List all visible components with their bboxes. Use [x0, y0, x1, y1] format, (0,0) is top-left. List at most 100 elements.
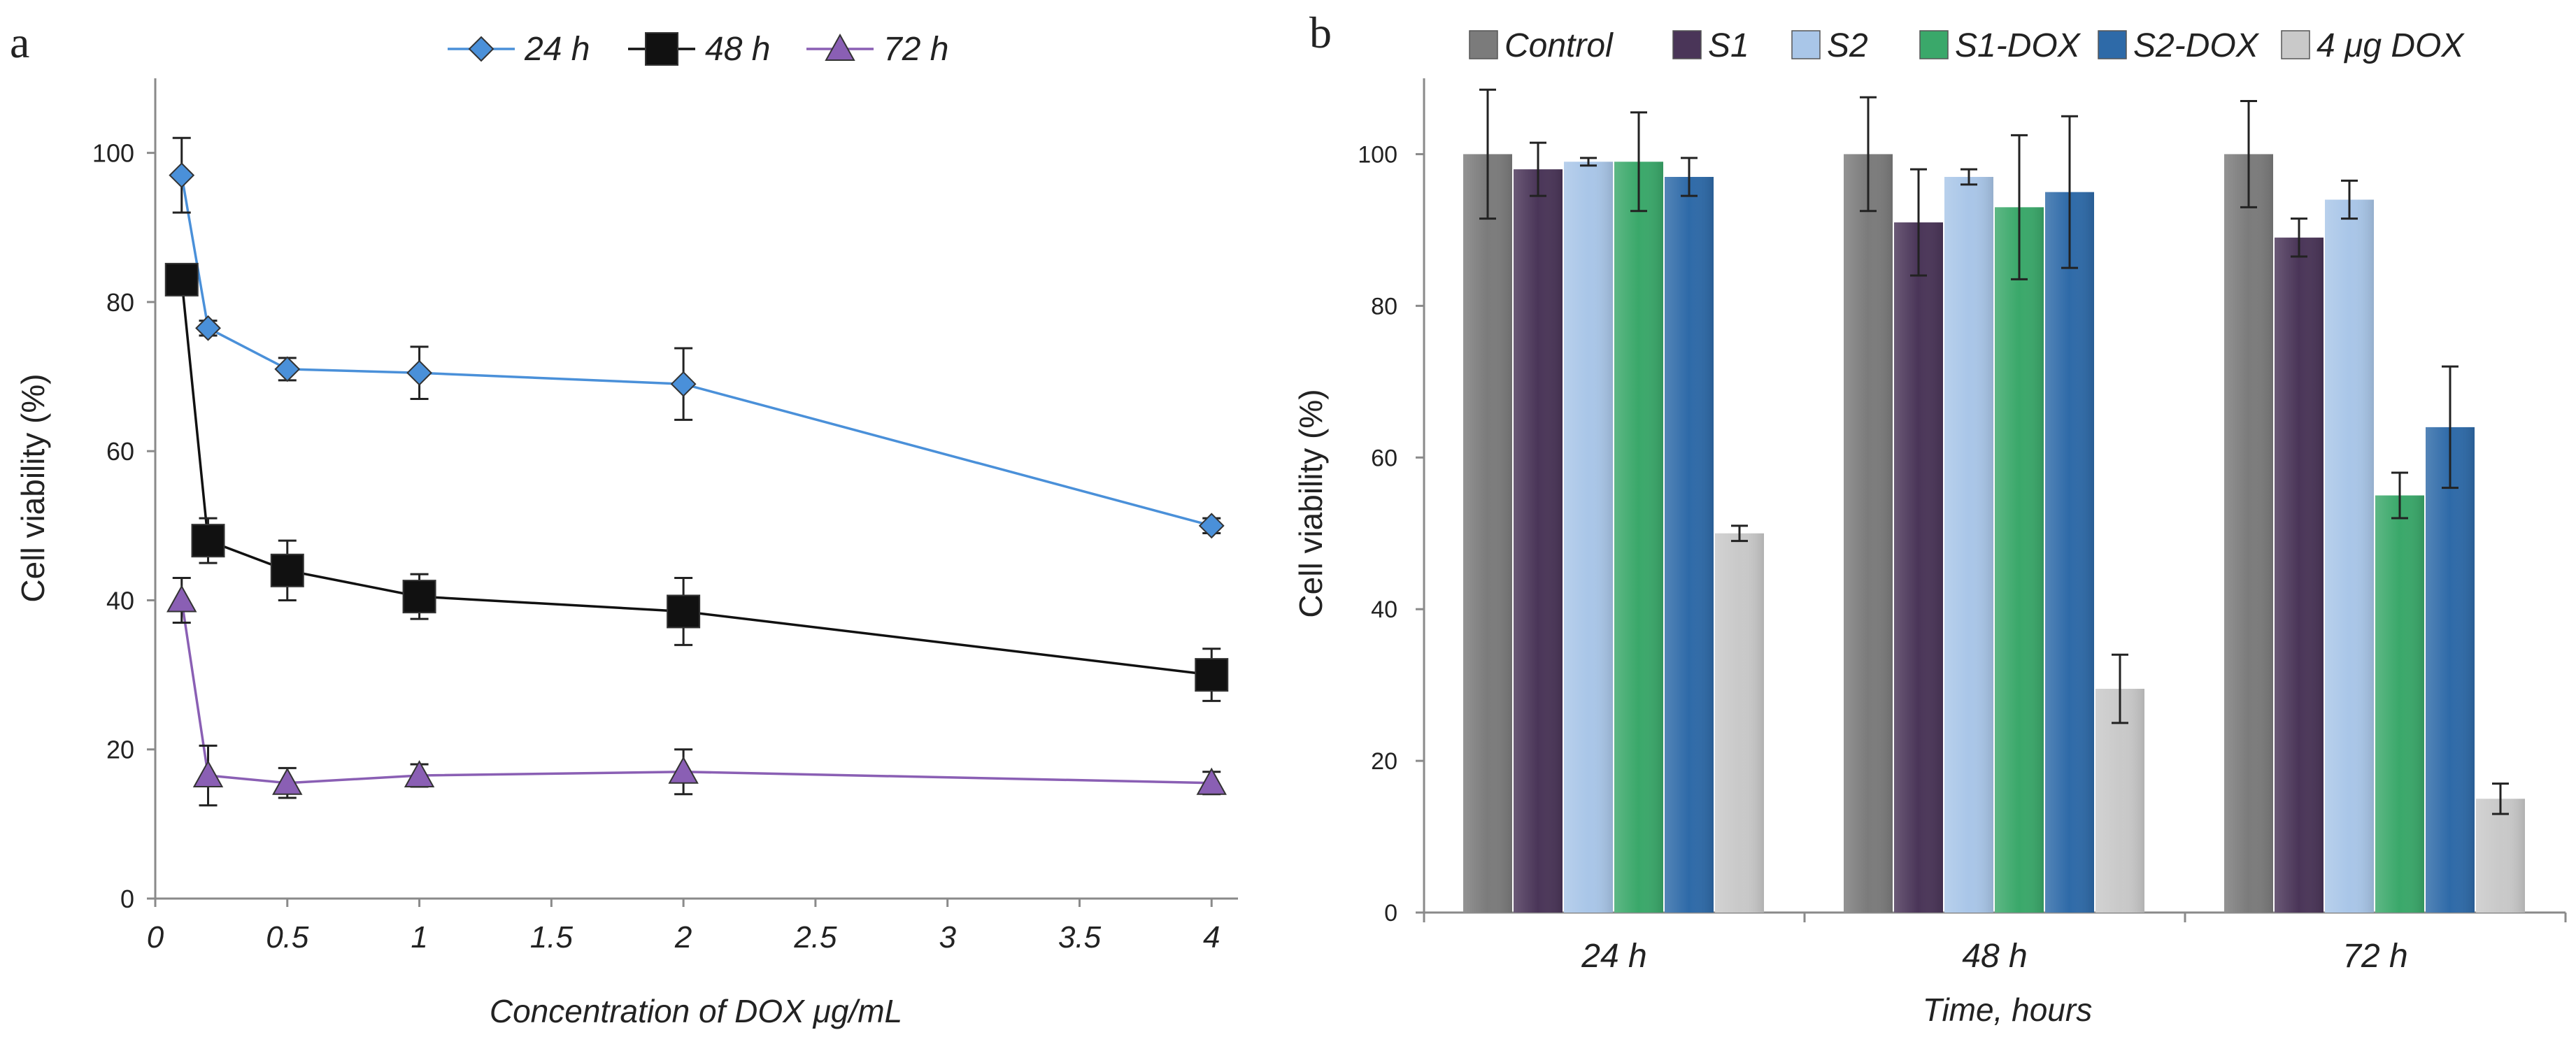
panel-b-error-bar: [2061, 115, 2078, 269]
panel-b-bar-shade: [2275, 237, 2324, 913]
panel-a-legend-entry: 72 h: [806, 31, 948, 68]
panel-b-bar-shade: [1944, 176, 1993, 913]
panel-a-data-point: [274, 356, 301, 382]
panel-a-data-point: [406, 359, 432, 386]
panel-a-data-point: [164, 262, 199, 296]
panel-a-series-line: [180, 175, 1212, 527]
panel-a-data-point: [169, 162, 195, 189]
panel-a-data-point: [191, 524, 225, 558]
panel-b-error-bar: [2391, 471, 2408, 520]
panel-b-category-label: 72 h: [2342, 938, 2407, 975]
panel-b-bar-shade: [1894, 222, 1943, 913]
panel-a-y-tick-label: 0: [120, 885, 134, 913]
panel-b-bar-shade: [1844, 154, 1893, 913]
panel-b-bar-shade: [2095, 689, 2144, 913]
panel-b-error-bar: [1731, 524, 1748, 543]
panel-b-bar-shade: [2426, 427, 2475, 913]
panel-b-bar-chart: b 0 20 40 60 80 100 24 h 48 h 72 h Control S1 S2 S…: [1293, 8, 2567, 1028]
panel-b-bar-group-item: [2095, 653, 2144, 913]
panel-a-legend-entry: 24 h: [448, 31, 590, 68]
panel-a-data-point: [1195, 658, 1229, 692]
panel-a-series-72h: [166, 576, 1227, 807]
panel-b-bar-group-item: [1463, 88, 1512, 913]
panel-b-legend-swatch: [1919, 30, 1949, 59]
panel-a-x-tick-label: 2.5: [793, 920, 837, 954]
panel-a-y-tick-label: 60: [106, 437, 134, 466]
panel-a-legend-entry: 48 h: [628, 31, 770, 68]
panel-b-error-bar: [1479, 88, 1496, 220]
panel-a-y-tick-label: 100: [92, 139, 134, 168]
panel-b-bar-group-item: [1995, 134, 2044, 913]
panel-a-series: [164, 136, 1229, 807]
panel-b-legend-label: Control: [1504, 27, 1614, 64]
panel-b-error-bar: [1910, 168, 1927, 277]
panel-b-error-bar: [2291, 217, 2307, 258]
panel-b-bar-shade: [1614, 162, 1663, 913]
panel-b-bar-group-item: [1514, 141, 1563, 913]
panel-b-y-ticks: 0 20 40 60 80 100: [1358, 141, 1424, 927]
panel-b-legend-swatch: [1672, 30, 1702, 59]
panel-b-y-axis-label: Cell viability (%): [1293, 389, 1329, 617]
panel-b-legend-entry: Control: [1469, 27, 1614, 64]
panel-a-data-point: [1196, 767, 1227, 795]
panel-a-legend-label: 72 h: [883, 31, 948, 68]
panel-a-data-point: [1198, 513, 1225, 539]
panel-b-error-bar: [2442, 365, 2458, 489]
panel-a-legend-label: 24 h: [524, 31, 590, 68]
panel-a-y-tick-label: 20: [106, 736, 134, 764]
panel-b-error-bar: [1630, 111, 1647, 213]
panel-b-bar-group-item: [1665, 157, 1714, 913]
panel-a-x-tick-label: 0: [147, 920, 164, 954]
panel-a-data-point: [272, 767, 303, 795]
panel-b-bar-shade: [1564, 162, 1613, 913]
panel-b-bar-shade: [2224, 154, 2273, 913]
panel-a-x-tick-label: 1: [411, 920, 427, 954]
panel-b-bars: [1463, 88, 2525, 913]
panel-b-legend-entry: S1: [1672, 27, 1749, 64]
panel-a-data-point: [670, 371, 697, 397]
panel-b-legend-entry: S1-DOX: [1919, 27, 2082, 64]
panel-b-legend-swatch: [2098, 30, 2127, 59]
panel-a-legend-label: 48 h: [705, 31, 770, 68]
panel-b-bar-shade: [2476, 799, 2525, 913]
panel-a-y-tick-label: 40: [106, 586, 134, 615]
panel-b-bar-group-item: [1944, 168, 1993, 913]
panel-b-legend-label: S2-DOX: [2133, 27, 2260, 64]
panel-a-data-point: [195, 315, 221, 341]
panel-a-legend-marker: [645, 32, 678, 66]
panel-a-x-ticks: 0 0.5 1 1.5 2 2.5 3 3.5 4: [147, 899, 1220, 954]
panel-b-x-categories: 24 h 48 h 72 h: [1423, 913, 2567, 975]
panel-b-bar-group-item: [1715, 524, 1764, 913]
panel-b-bar-group-item: [2476, 782, 2525, 913]
panel-a-series-24h: [169, 136, 1225, 539]
panel-b-bar-shade: [2375, 495, 2424, 913]
panel-a-legend-marker: [825, 33, 855, 61]
panel-b-bar-shade: [2325, 199, 2374, 913]
panel-a-x-tick-label: 4: [1203, 920, 1220, 954]
panel-b-bar-shade: [1995, 207, 2044, 913]
panel-a-data-point: [402, 580, 436, 614]
panel-b-y-tick-label: 60: [1371, 445, 1397, 471]
panel-a-x-tick-label: 2: [674, 920, 692, 954]
panel-b-legend-label: S2: [1827, 27, 1868, 64]
panel-b-legend-swatch: [2281, 30, 2310, 59]
panel-b-error-bar: [2240, 100, 2257, 208]
panel-b-y-tick-label: 100: [1358, 141, 1397, 168]
panel-b-y-tick-label: 40: [1371, 596, 1397, 623]
panel-b-bar-group-item: [1564, 157, 1613, 913]
panel-a-data-point: [166, 585, 197, 613]
panel-b-legend-label: 4 μg DOX: [2317, 27, 2465, 64]
panel-a-letter: a: [10, 17, 29, 67]
panel-b-bar-shade: [2045, 192, 2094, 913]
panel-a-x-tick-label: 3: [939, 920, 956, 954]
panel-a-line-chart: a 0 20 40 60 80 100 0 0.5 1 1.5 2 2.5 3 3.5 4 24 h 48 …: [10, 17, 1238, 1029]
panel-b-category-label: 24 h: [1581, 938, 1646, 975]
panel-b-error-bar: [2341, 179, 2358, 220]
panel-b-legend-swatch: [1791, 30, 1821, 59]
panel-b-error-bar: [2492, 782, 2509, 815]
panel-b-x-axis-label: Time, hours: [1923, 992, 2092, 1028]
panel-b-bar-shade: [1665, 176, 1714, 913]
panel-b-bar-group-item: [1844, 96, 1893, 913]
panel-b-legend-swatch: [1469, 30, 1498, 59]
